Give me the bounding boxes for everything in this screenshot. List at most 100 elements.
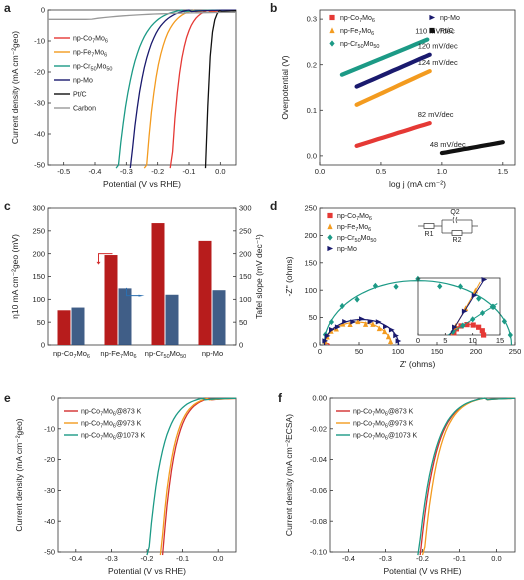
- series-line-np-fe7mo6: [143, 9, 237, 169]
- inset-point: [479, 328, 485, 334]
- y-tick-label-a: 0: [41, 6, 45, 15]
- y-tick-label-a: -10: [34, 37, 45, 46]
- data-point: [354, 296, 360, 303]
- x-tick-label-a: -0.4: [89, 167, 102, 176]
- y-tick-label-c: 0: [41, 341, 45, 350]
- legend-label: np-Co7Mo6: [340, 15, 375, 24]
- label-segment: 7: [372, 423, 375, 429]
- y-tick-label-right-c: 50: [239, 318, 247, 327]
- label-segment: np-Fe: [337, 224, 355, 231]
- label-segment: Mo: [358, 224, 368, 231]
- inset-tick-label: 10: [468, 336, 476, 345]
- label-segment: Mo: [103, 421, 113, 428]
- y-tick-label-b: 0.1: [307, 106, 317, 115]
- data-point: [376, 325, 382, 332]
- bar-tafel: [71, 307, 85, 345]
- label-segment: 6: [104, 52, 107, 58]
- label-segment: 7: [372, 435, 375, 441]
- label-segment: 6: [134, 354, 137, 360]
- panel-label-e: e: [4, 391, 11, 405]
- label-segment: @873 K: [116, 409, 142, 416]
- cpe-q2: [452, 216, 458, 224]
- data-point: [387, 338, 394, 345]
- label-segment: 6: [113, 435, 116, 441]
- label-segment: 6: [113, 423, 116, 429]
- legend-label: np-Fe7Mo6: [73, 50, 107, 59]
- tafel-line: [354, 120, 432, 148]
- legend-label: np-Mo: [440, 15, 460, 22]
- label-segment: np-Co: [340, 15, 359, 22]
- label-segment: np-Cr: [337, 235, 355, 242]
- y-tick-label-right-c: 250: [239, 226, 252, 235]
- data-point: [382, 328, 388, 335]
- y-tick-label-f: -0.04: [310, 455, 327, 464]
- inset-tick-label: 5: [443, 336, 447, 345]
- y-tick-label-d: 100: [304, 286, 317, 295]
- label-segment: np-Co: [353, 421, 372, 428]
- label-segment: 7: [91, 52, 94, 58]
- y-tick-label-b: 0.0: [307, 151, 317, 160]
- y-tick-label-f: -0.08: [310, 517, 327, 526]
- label-segment: Mo: [95, 36, 105, 43]
- tafel-slope-label: 120 mV/dec: [418, 42, 458, 51]
- data-point: [393, 283, 399, 290]
- legend-label: np-Co7Mo6@1073 K: [353, 433, 418, 442]
- y-tick-label-e: -40: [44, 517, 55, 526]
- label-segment: np-Co: [81, 421, 100, 428]
- bar-overpotential: [198, 240, 212, 345]
- x-tick-label-e: -0.1: [176, 554, 189, 563]
- series-line-np-mo: [129, 9, 236, 169]
- inset-point: [476, 324, 482, 330]
- fit-curve: [323, 318, 400, 346]
- category-label: np-Co7Mo6: [53, 349, 90, 360]
- label-segment: Mo: [123, 349, 133, 358]
- data-point: [372, 282, 378, 289]
- y-tick-label-e: 0: [51, 394, 55, 403]
- y-tick-label-c: 250: [32, 226, 45, 235]
- label-segment: 6: [371, 31, 374, 37]
- x-tick-label-f: -0.3: [379, 554, 392, 563]
- x-tick-label-a: 0.0: [215, 167, 225, 176]
- y-tick-label-d: 250: [304, 204, 317, 213]
- inset-point: [481, 332, 487, 338]
- x-tick-label-f: -0.2: [416, 554, 429, 563]
- x-tick-label-a: -0.3: [120, 167, 133, 176]
- x-tick-label-a: -0.1: [183, 167, 196, 176]
- legend-label: np-Mo: [73, 78, 93, 85]
- label-segment: 7: [100, 411, 103, 417]
- label-segment: 6: [385, 435, 388, 441]
- x-tick-label-d: 50: [355, 347, 363, 356]
- series-line: [161, 397, 236, 556]
- x-tick-label-b: 1.5: [498, 167, 508, 176]
- bar-overpotential: [151, 223, 165, 345]
- label-segment: Mo: [375, 409, 385, 416]
- panel-label-d: d: [270, 199, 277, 213]
- category-label: np-Fe7Mo6: [100, 349, 136, 360]
- x-axis-label-d: Z' (ohms): [400, 359, 436, 369]
- label-segment: np-Co: [81, 433, 100, 440]
- data-point: [370, 321, 376, 327]
- fit-curve: [324, 321, 392, 346]
- series-line-np-co7mo6: [169, 9, 237, 169]
- inset-point: [464, 322, 470, 328]
- data-point: [393, 333, 399, 339]
- label-segment: Mo: [361, 235, 371, 242]
- x-tick-label-f: -0.4: [342, 554, 355, 563]
- label-segment: 50: [370, 238, 376, 244]
- panel-label-a: a: [4, 1, 11, 15]
- x-tick-label-f: -0.1: [453, 554, 466, 563]
- bar-overpotential: [104, 255, 118, 345]
- label-segment: 6: [113, 411, 116, 417]
- data-point: [388, 327, 395, 333]
- circuit-label-r1: R1: [425, 231, 434, 238]
- data-point: [395, 338, 402, 344]
- x-tick-label-d: 150: [431, 347, 444, 356]
- arrow-left: [98, 253, 113, 263]
- legend-label: np-Co7Mo6@873 K: [353, 409, 414, 418]
- data-point: [328, 326, 335, 333]
- tafel-line: [439, 140, 505, 156]
- label-segment: np-Co: [53, 349, 73, 358]
- label-segment: Mo: [361, 28, 371, 35]
- data-point: [324, 333, 331, 339]
- y-tick-label-c: 200: [32, 249, 45, 258]
